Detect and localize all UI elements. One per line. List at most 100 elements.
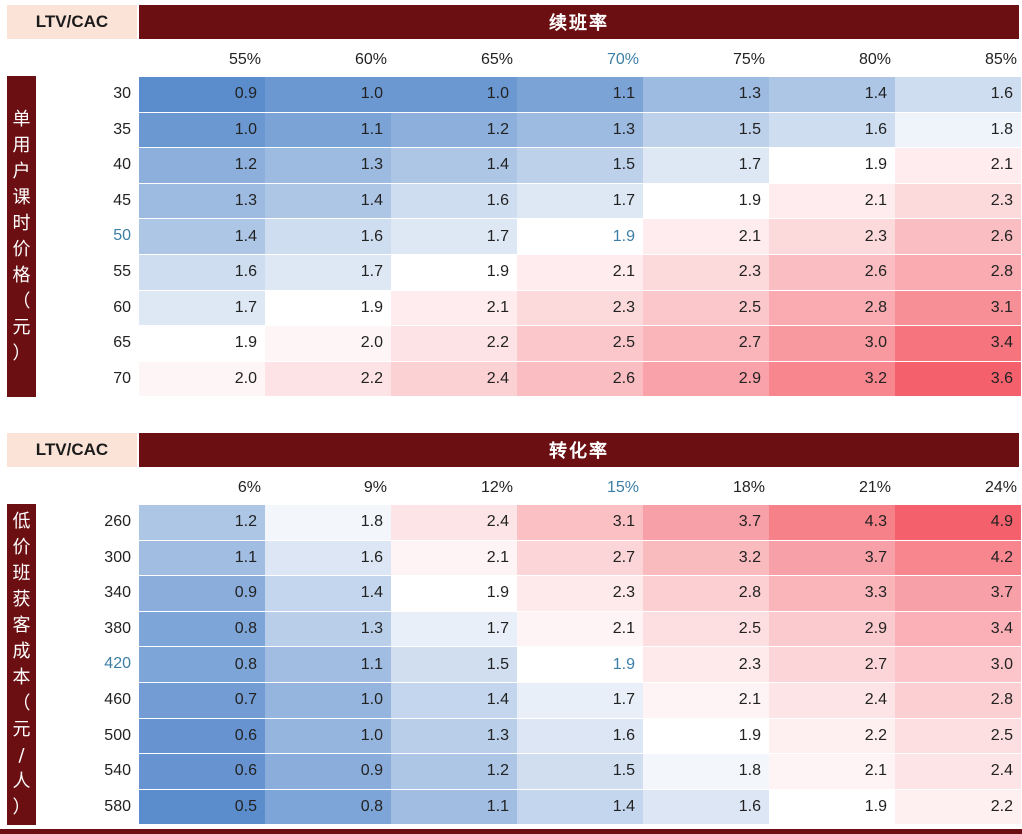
y-axis-title-char: （: [12, 290, 31, 312]
heatmap-cell: 0.7: [139, 683, 265, 718]
heatmap-cell: 3.4: [895, 611, 1021, 647]
column-header: 18%: [732, 479, 765, 496]
heatmap-cell: 2.8: [895, 255, 1021, 290]
row-header: 460: [104, 691, 131, 708]
heatmap-cell: 2.2: [391, 326, 517, 361]
heatmap-cell: 1.6: [895, 77, 1021, 112]
heatmap-cell: 1.9: [643, 718, 769, 754]
heatmap-cell: 3.7: [643, 505, 769, 540]
heatmap-cell: 1.3: [265, 148, 391, 183]
heatmap-cell: 0.9: [139, 576, 265, 611]
heatmap-cell: 2.9: [769, 611, 895, 647]
row-header: 380: [104, 619, 131, 637]
heatmap-cell: 1.7: [139, 290, 265, 326]
heatmap-cell: 1.9: [769, 148, 895, 183]
row-header: 30: [113, 85, 131, 102]
y-axis-title: 低价班获客成本 （ 元 / 人 ）: [7, 504, 36, 825]
heatmap-cell: 2.9: [643, 361, 769, 397]
heatmap-cell: 1.3: [139, 183, 265, 219]
heatmap-cell: 0.5: [139, 789, 265, 825]
column-header: 21%: [858, 479, 891, 496]
heatmap-cell: 1.4: [265, 183, 391, 219]
y-axis-title-char: 低: [12, 510, 31, 532]
y-axis-title-char: 元: [12, 718, 31, 740]
y-axis-title-char: 元: [12, 316, 31, 338]
heatmap-cell: 1.6: [643, 789, 769, 825]
heatmap-cell: 1.4: [517, 789, 643, 825]
heatmap-cell: 0.8: [139, 647, 265, 682]
heatmap-cell: 0.9: [265, 754, 391, 789]
heatmap-cell: 1.1: [517, 77, 643, 112]
corner-label: LTV/CAC: [7, 433, 137, 467]
row-header: 300: [104, 548, 131, 566]
heatmap-cell: 2.6: [517, 361, 643, 397]
row-header: 50: [113, 227, 131, 245]
heatmap-cell: 1.0: [391, 77, 517, 112]
heatmap-cell: 1.5: [391, 647, 517, 682]
heatmap-cell: 2.4: [769, 683, 895, 718]
heatmap-cell: 1.2: [391, 112, 517, 148]
heatmap-cell: 1.6: [139, 255, 265, 290]
heatmap-cell: 1.6: [265, 219, 391, 254]
y-axis-title-char: 获: [12, 588, 31, 610]
heatmap-cell: 2.3: [895, 183, 1021, 219]
heatmap-cell: 1.6: [517, 718, 643, 754]
y-axis-title-char: ）: [12, 796, 31, 818]
heatmap-cell: 2.6: [895, 219, 1021, 254]
heatmap-cell: 0.6: [139, 718, 265, 754]
heatmap-cell: 3.7: [769, 540, 895, 576]
row-header: 580: [104, 797, 131, 815]
heatmap-cell: 2.1: [391, 290, 517, 326]
heatmap-cell: 1.9: [139, 326, 265, 361]
y-axis-title-char: 用: [12, 134, 31, 156]
column-header: 60%: [354, 51, 387, 68]
heatmap-cell: 1.4: [139, 219, 265, 254]
y-axis-title-char: 格: [12, 264, 31, 286]
row-header: 260: [104, 513, 131, 530]
column-header: 80%: [858, 51, 891, 68]
heatmap-cell: 2.7: [517, 540, 643, 576]
heatmap-cell: 1.2: [391, 754, 517, 789]
column-header: 75%: [732, 51, 765, 68]
heatmap-cell: 2.4: [895, 754, 1021, 789]
heatmap-cell: 2.3: [517, 290, 643, 326]
heatmap-cell: 1.0: [265, 718, 391, 754]
heatmap-cell: 0.6: [139, 754, 265, 789]
row-header: 55: [113, 263, 131, 280]
heatmap-cell: 0.8: [139, 611, 265, 647]
heatmap-cell: 1.9: [517, 647, 643, 682]
heatmap-cell: 1.4: [391, 148, 517, 183]
heatmap-cell: 1.7: [391, 219, 517, 254]
heatmap-cell: 3.2: [643, 540, 769, 576]
heatmap-cell: 1.3: [391, 718, 517, 754]
heatmap-cell: 1.8: [895, 112, 1021, 148]
heatmap-cell: 1.1: [265, 647, 391, 682]
y-axis-title-char: 价: [12, 536, 31, 558]
column-header: 15%: [606, 479, 639, 496]
heatmap-cell: 4.9: [895, 505, 1021, 540]
heatmap-cell: 2.7: [769, 647, 895, 682]
y-axis-title-char: （: [12, 692, 31, 714]
heatmap-cell: 1.3: [265, 611, 391, 647]
heatmap-cell: 2.2: [769, 718, 895, 754]
heatmap-cell: 3.3: [769, 576, 895, 611]
y-axis-title-char: 时: [12, 212, 31, 234]
heatmap-cell: 1.0: [139, 112, 265, 148]
heatmap-cell: 1.0: [265, 77, 391, 112]
column-header: 9%: [363, 479, 387, 496]
heatmap-cell: 4.3: [769, 505, 895, 540]
heatmap-cell: 1.9: [391, 255, 517, 290]
heatmap-cell: 1.4: [391, 683, 517, 718]
heatmap-cell: 1.1: [265, 112, 391, 148]
heatmap-cell: 1.5: [517, 148, 643, 183]
heatmap-cell: 1.1: [391, 789, 517, 825]
heatmap-cell: 2.3: [517, 576, 643, 611]
heatmap-cell: 1.6: [769, 112, 895, 148]
heatmap-cell: 2.1: [895, 148, 1021, 183]
heatmap-cell: 2.0: [265, 326, 391, 361]
y-axis-title-char: /: [18, 744, 25, 766]
heatmap-cell: 1.8: [643, 754, 769, 789]
corner-label: LTV/CAC: [7, 5, 137, 39]
column-group-title: 续班率: [139, 5, 1019, 39]
heatmap-cell: 1.9: [769, 789, 895, 825]
